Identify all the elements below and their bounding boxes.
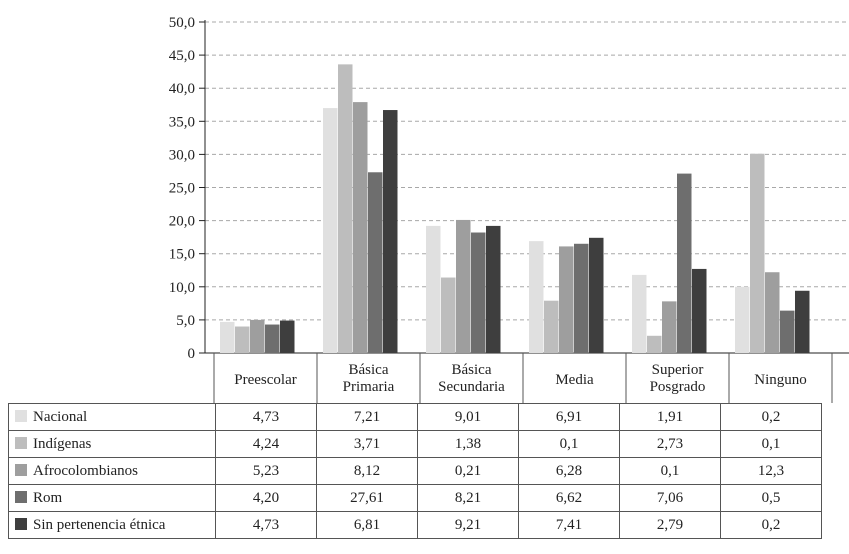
bar — [544, 300, 559, 353]
series-legend-label: Nacional — [8, 403, 216, 431]
x-category-label: Ninguno — [754, 372, 807, 388]
bar — [220, 321, 235, 353]
table-cell: 0,2 — [720, 403, 822, 431]
series-legend-label: Afrocolombianos — [8, 457, 216, 485]
y-tick-label: 10,0 — [169, 280, 195, 296]
table-cell: 4,20 — [215, 484, 317, 512]
bar — [338, 64, 353, 354]
y-tick-label: 20,0 — [169, 214, 195, 230]
table-cell: 7,41 — [518, 511, 620, 539]
bar — [750, 153, 765, 353]
bar — [353, 102, 368, 354]
legend-swatch — [15, 436, 27, 449]
bar — [456, 219, 471, 353]
y-tick-label: 0 — [188, 346, 196, 362]
table-cell: 1,38 — [417, 430, 519, 458]
x-category-label: Media — [555, 372, 594, 388]
bar — [235, 326, 250, 353]
table-cell: 27,61 — [316, 484, 418, 512]
bar — [250, 319, 265, 353]
bar — [574, 243, 589, 353]
legend-swatch — [15, 409, 27, 422]
table-cell: 2,79 — [619, 511, 721, 539]
table-cell: 6,81 — [316, 511, 418, 539]
x-category-label: Preescolar — [234, 372, 296, 388]
y-tick-label: 40,0 — [169, 81, 195, 97]
bar — [559, 246, 574, 353]
table-cell: 5,23 — [215, 457, 317, 485]
series-legend-label: Indígenas — [8, 430, 216, 458]
table-cell: 0,21 — [417, 457, 519, 485]
table-cell: 7,21 — [316, 403, 418, 431]
x-axis-categories: Preescolar Básica Primaria Básica Secundaria… — [213, 353, 833, 403]
bar — [280, 320, 295, 353]
table-cell: 4,73 — [215, 403, 317, 431]
table-row: Rom 4,20 27,61 8,21 6,62 7,06 0,5 — [8, 484, 822, 512]
table-cell: 0,1 — [720, 430, 822, 458]
table-cell: 0,1 — [518, 430, 620, 458]
table-row: Afrocolombianos 5,23 8,12 0,21 6,28 0,1 12,3 — [8, 457, 822, 485]
table-row: Sin pertenencia étnica 4,73 6,81 9,21 7,41 2,… — [8, 511, 822, 539]
series-legend-label: Sin pertenencia étnica — [8, 511, 216, 539]
bar — [383, 110, 398, 354]
y-tick-label: 50,0 — [169, 15, 195, 31]
bar — [662, 301, 677, 353]
bar — [368, 172, 383, 353]
table-cell: 0,5 — [720, 484, 822, 512]
bar — [735, 286, 750, 353]
x-category-label: Básica Secundaria — [438, 362, 505, 395]
legend-swatch — [15, 517, 27, 530]
x-category-label: Superior Posgrado — [650, 362, 706, 395]
bar — [426, 225, 441, 353]
series-legend-label: Rom — [8, 484, 216, 512]
y-tick-label: 25,0 — [169, 181, 195, 197]
bar — [677, 173, 692, 353]
bar — [647, 335, 662, 353]
bar — [441, 277, 456, 353]
bar — [692, 268, 707, 353]
table-cell: 8,21 — [417, 484, 519, 512]
table-cell: 6,28 — [518, 457, 620, 485]
bar — [471, 232, 486, 353]
table-cell: 1,91 — [619, 403, 721, 431]
table-cell: 7,06 — [619, 484, 721, 512]
table-cell: 3,71 — [316, 430, 418, 458]
x-category-label: Básica Primaria — [343, 362, 395, 395]
table-cell: 0,2 — [720, 511, 822, 539]
bar — [795, 290, 810, 353]
table-cell: 12,3 — [720, 457, 822, 485]
y-tick-label: 30,0 — [169, 147, 195, 163]
grid-lines — [205, 21, 849, 321]
table-cell: 0,1 — [619, 457, 721, 485]
legend-swatch — [15, 463, 27, 476]
table-cell: 8,12 — [316, 457, 418, 485]
bar — [486, 225, 501, 353]
y-tick-label: 15,0 — [169, 247, 195, 263]
bar — [780, 310, 795, 353]
table-cell: 2,73 — [619, 430, 721, 458]
bars — [220, 64, 810, 354]
bar-chart: 0 5,0 10,0 15,0 20,0 25,0 30,0 35,0 40,0 45,0 50,0… — [169, 15, 849, 403]
bar — [265, 324, 280, 353]
bar — [632, 274, 647, 353]
y-tick-label: 35,0 — [169, 114, 195, 130]
table-cell: 6,91 — [518, 403, 620, 431]
table-cell: 6,62 — [518, 484, 620, 512]
legend-swatch — [15, 490, 27, 503]
table-row: Indígenas 4,24 3,71 1,38 0,1 2,73 0,1 — [8, 430, 822, 458]
bar — [765, 272, 780, 353]
table-cell: 9,01 — [417, 403, 519, 431]
table-cell: 4,24 — [215, 430, 317, 458]
data-table: Nacional 4,73 7,21 9,01 6,91 1,91 0,2 Indígenas… — [8, 403, 822, 539]
bar — [323, 108, 338, 353]
y-tick-label: 45,0 — [169, 48, 195, 64]
table-cell: 9,21 — [417, 511, 519, 539]
y-tick-label: 5,0 — [176, 313, 195, 329]
table-cell: 4,73 — [215, 511, 317, 539]
bar — [589, 237, 604, 353]
bar — [529, 241, 544, 353]
table-row: Nacional 4,73 7,21 9,01 6,91 1,91 0,2 — [8, 403, 822, 431]
